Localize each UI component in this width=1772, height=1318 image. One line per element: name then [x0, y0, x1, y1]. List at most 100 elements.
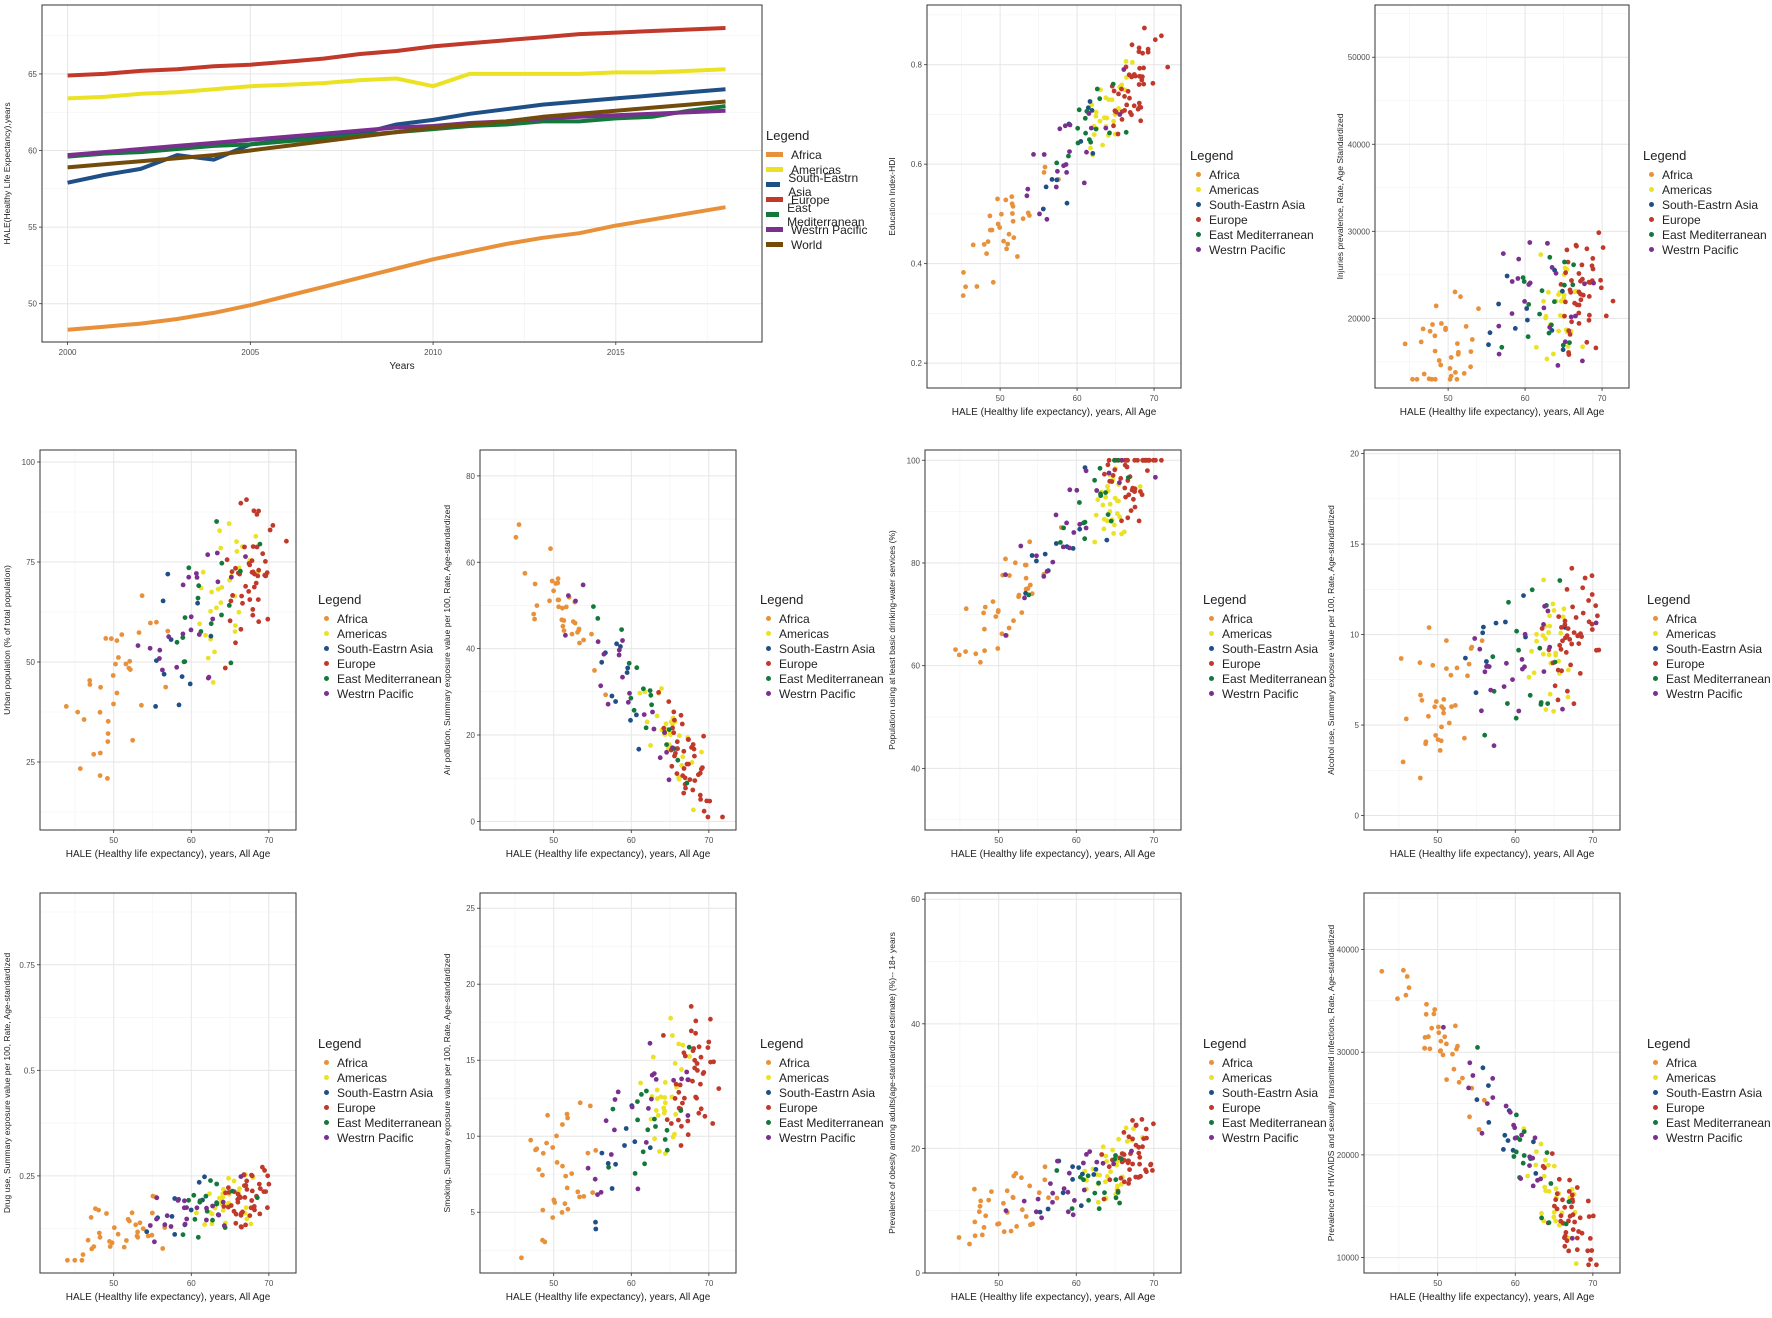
data-point: [1477, 646, 1483, 652]
data-point: [545, 1112, 550, 1118]
data-point: [1432, 1007, 1438, 1012]
legend-label: Africa: [1222, 1055, 1253, 1070]
data-point: [133, 1222, 139, 1228]
y-axis-label: Smoking, Summary exposure value per 100,…: [442, 953, 452, 1212]
data-point: [232, 629, 238, 634]
x-tick-label: 50: [1444, 394, 1453, 403]
data-point: [256, 567, 262, 573]
data-point: [160, 1246, 166, 1251]
alcohol-legend: Legend Africa Americas South-Eastrn Asia Eur…: [1647, 592, 1771, 701]
data-point: [1561, 292, 1567, 298]
data-point: [1070, 1212, 1076, 1218]
data-point: [231, 1178, 237, 1184]
data-point: [1513, 1149, 1519, 1155]
x-tick-label: 60: [1072, 1279, 1081, 1288]
data-point: [98, 684, 103, 690]
data-point: [182, 615, 188, 620]
legend-label: World: [791, 237, 823, 252]
legend-label: Africa: [1666, 611, 1697, 626]
legend-label: Westrn Pacific: [1209, 242, 1286, 257]
data-point: [1433, 303, 1439, 309]
data-point: [168, 1224, 174, 1229]
data-point: [233, 640, 238, 646]
y-tick-label: 25: [466, 904, 475, 913]
hale-trend-chart: 2000 2005 2010 201550556065YearsHALE(Health…: [2, 4, 763, 372]
data-point: [674, 771, 680, 776]
data-point: [226, 603, 232, 608]
legend-item: East Mediterranean: [760, 1115, 884, 1130]
data-point: [135, 643, 141, 648]
data-point: [1449, 704, 1454, 710]
data-point: [1549, 1151, 1555, 1156]
data-point: [599, 659, 605, 665]
data-point: [154, 619, 159, 625]
data-point: [1482, 669, 1488, 675]
legend-key: [766, 691, 771, 696]
y-tick-label: 5: [1355, 721, 1360, 730]
y-tick-label: 60: [911, 895, 920, 904]
data-point: [1565, 688, 1570, 694]
data-point: [263, 1189, 269, 1194]
data-point: [1541, 651, 1546, 657]
data-point: [679, 1076, 684, 1082]
data-point: [642, 1161, 647, 1167]
data-point: [1140, 1144, 1145, 1150]
data-point: [547, 598, 552, 604]
data-point: [1511, 1154, 1517, 1159]
data-point: [119, 632, 125, 637]
data-point: [1454, 665, 1460, 671]
data-point: [1567, 340, 1572, 346]
data-point: [569, 631, 575, 637]
data-point: [1534, 631, 1539, 637]
x-axis-label: HALE (Healthy life expectancy), years, A…: [66, 1292, 271, 1303]
data-point: [1466, 1085, 1471, 1091]
data-point: [72, 1257, 78, 1263]
data-point: [1572, 1219, 1577, 1225]
data-point: [616, 652, 622, 658]
data-point: [1569, 1192, 1575, 1198]
legend-key: [1209, 1090, 1214, 1095]
data-point: [136, 630, 142, 635]
legend-item: Europe: [1203, 1100, 1327, 1115]
data-point: [1097, 118, 1103, 124]
data-point: [1439, 321, 1444, 326]
data-point: [997, 225, 1003, 230]
data-point: [1579, 1230, 1585, 1236]
legend-label: Americas: [337, 1070, 388, 1085]
x-tick-label: 70: [1149, 1279, 1158, 1288]
data-point: [1003, 556, 1008, 562]
data-point: [1091, 132, 1097, 138]
x-tick-label: 50: [994, 1279, 1003, 1288]
legend-label: Westrn Pacific: [1662, 242, 1739, 257]
data-point: [1539, 288, 1545, 294]
data-point: [1136, 45, 1142, 51]
data-point: [1570, 1227, 1576, 1232]
data-point: [595, 1192, 600, 1197]
y-axis-label: Education Index-HDI: [887, 157, 897, 235]
legend-item: East Mediterranean: [1647, 1115, 1771, 1130]
y-tick-label: 0: [916, 1269, 921, 1278]
data-point: [1574, 1247, 1580, 1253]
legend-item: Westrn Pacific: [1647, 1130, 1771, 1145]
data-point: [1082, 519, 1088, 525]
data-point: [1395, 996, 1400, 1002]
data-point: [1584, 246, 1590, 252]
data-point: [1527, 692, 1533, 698]
data-point: [244, 1178, 250, 1184]
data-point: [212, 649, 217, 655]
data-point: [653, 1108, 659, 1113]
data-point: [1096, 1180, 1101, 1186]
legend-label: East Mediterranean: [337, 671, 442, 686]
data-point: [1003, 1208, 1009, 1214]
data-point: [91, 751, 97, 757]
data-point: [960, 293, 966, 298]
data-point: [1461, 371, 1467, 376]
y-tick-label: 0: [471, 817, 476, 826]
data-point: [1438, 362, 1444, 368]
y-tick-label: 60: [911, 662, 920, 671]
data-point: [1551, 351, 1556, 357]
legend-key: [1649, 172, 1654, 177]
data-point: [1083, 130, 1088, 136]
plot-border: [39, 892, 297, 1274]
data-point: [1556, 292, 1561, 297]
